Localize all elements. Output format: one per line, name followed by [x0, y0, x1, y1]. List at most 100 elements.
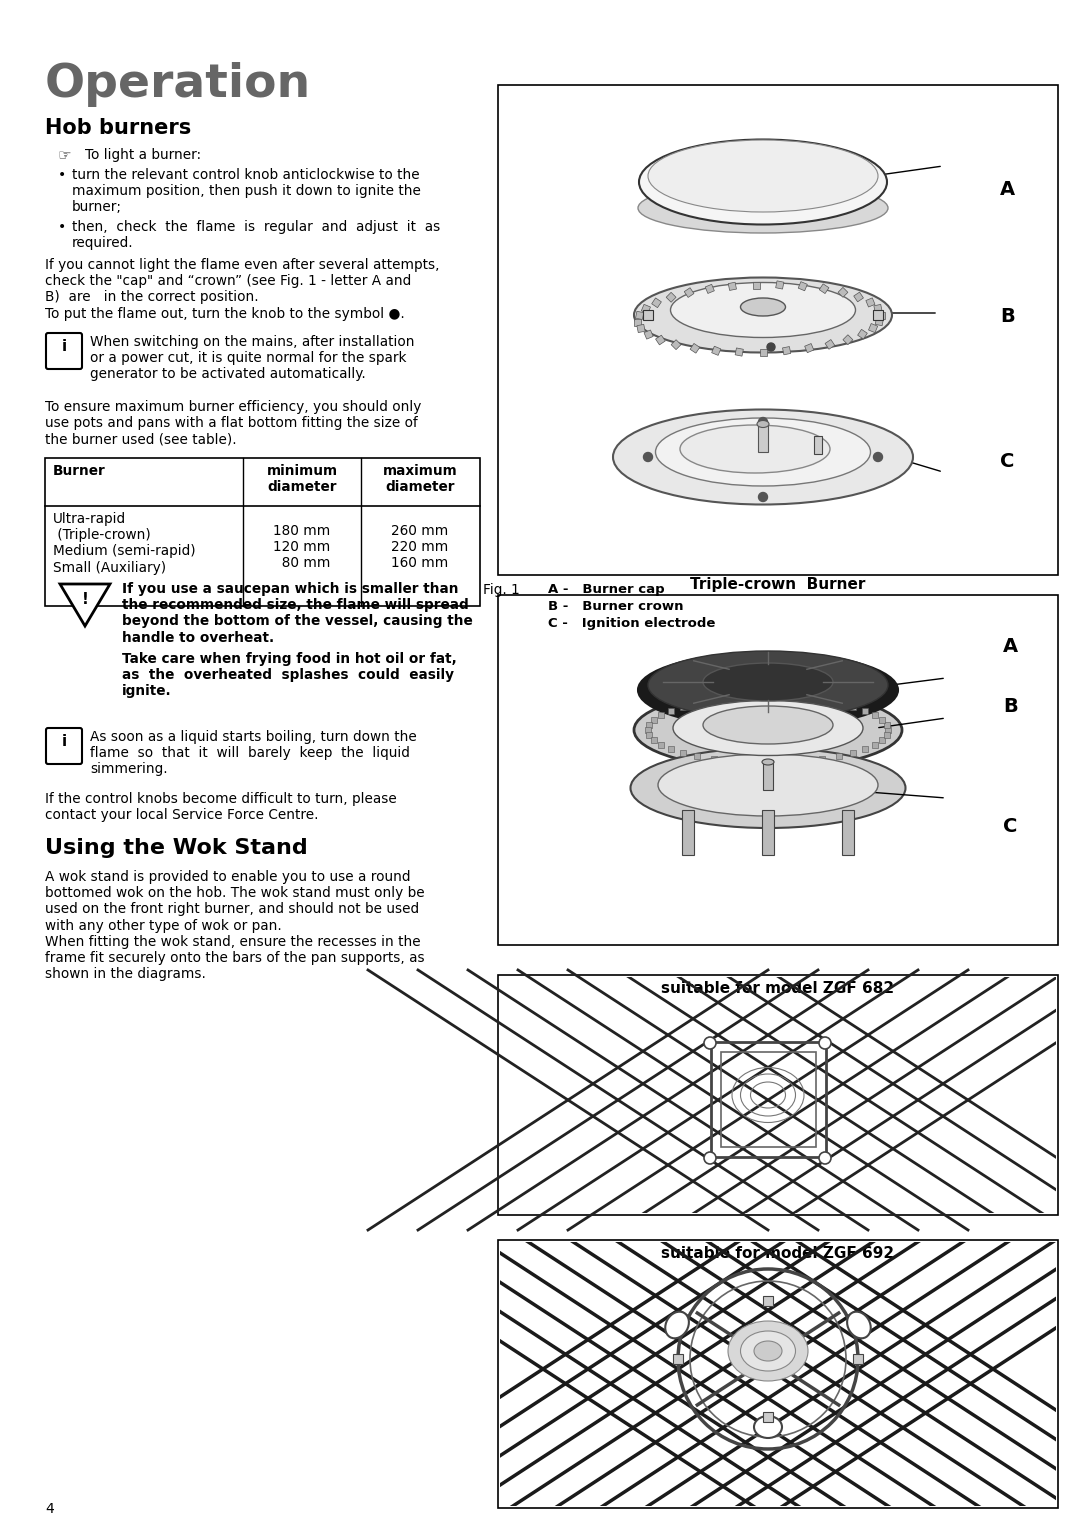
- Ellipse shape: [728, 1322, 808, 1381]
- Bar: [759, 348, 767, 356]
- Bar: [711, 1042, 826, 1157]
- Text: To light a burner:: To light a burner:: [85, 148, 201, 162]
- Bar: [762, 759, 773, 790]
- Bar: [872, 712, 878, 718]
- Ellipse shape: [631, 749, 905, 828]
- Ellipse shape: [762, 759, 774, 766]
- Text: When switching on the mains, after installation
or a power cut, it is quite norm: When switching on the mains, after insta…: [90, 335, 415, 382]
- Bar: [728, 697, 734, 703]
- Bar: [853, 292, 863, 303]
- Ellipse shape: [703, 706, 833, 744]
- Bar: [885, 727, 891, 733]
- Bar: [765, 695, 771, 701]
- Text: Fig. 1: Fig. 1: [483, 584, 519, 597]
- Circle shape: [704, 1038, 716, 1050]
- Bar: [651, 298, 661, 307]
- Bar: [680, 704, 686, 711]
- Bar: [877, 312, 885, 318]
- Bar: [850, 704, 855, 711]
- Bar: [746, 758, 753, 764]
- Text: B: B: [1000, 307, 1015, 325]
- Bar: [711, 698, 716, 704]
- Bar: [762, 1412, 773, 1423]
- Bar: [798, 281, 808, 290]
- Bar: [762, 810, 774, 856]
- Bar: [735, 348, 743, 356]
- Bar: [658, 741, 664, 747]
- Bar: [814, 435, 822, 454]
- Ellipse shape: [673, 700, 863, 755]
- Bar: [673, 1354, 683, 1365]
- Bar: [820, 755, 825, 761]
- Bar: [874, 304, 882, 313]
- Ellipse shape: [741, 298, 785, 316]
- Text: Operation: Operation: [45, 63, 311, 107]
- Bar: [842, 335, 853, 345]
- Circle shape: [767, 342, 775, 351]
- Ellipse shape: [754, 1342, 782, 1361]
- Bar: [862, 746, 868, 752]
- Text: maximum
diameter: maximum diameter: [382, 465, 457, 494]
- Ellipse shape: [613, 410, 913, 504]
- Bar: [651, 717, 657, 723]
- Bar: [802, 697, 808, 703]
- Text: •: •: [58, 220, 66, 234]
- Bar: [667, 707, 674, 714]
- Text: Hob burners: Hob burners: [45, 118, 191, 138]
- Text: C -   Ignition electrode: C - Ignition electrode: [548, 617, 715, 630]
- Bar: [868, 324, 878, 333]
- Ellipse shape: [634, 691, 902, 769]
- Bar: [784, 758, 789, 764]
- Ellipse shape: [638, 183, 888, 232]
- Bar: [642, 304, 650, 313]
- Ellipse shape: [680, 425, 831, 474]
- Bar: [783, 347, 791, 354]
- Text: As soon as a liquid starts boiling, turn down the
flame  so  that  it  will  bar: As soon as a liquid starts boiling, turn…: [90, 730, 417, 776]
- Text: C: C: [1003, 817, 1017, 836]
- Text: If you cannot light the flame even after several attempts,
check the "cap" and “: If you cannot light the flame even after…: [45, 258, 440, 321]
- Text: Take care when frying food in hot oil or fat,
as  the  overheated  splashes  cou: Take care when frying food in hot oil or…: [122, 652, 457, 698]
- Bar: [784, 695, 789, 701]
- Ellipse shape: [757, 420, 769, 428]
- Circle shape: [819, 1038, 831, 1050]
- Bar: [866, 298, 875, 307]
- Bar: [850, 750, 855, 756]
- Bar: [656, 335, 665, 345]
- Bar: [775, 281, 784, 289]
- Bar: [647, 732, 652, 738]
- Bar: [858, 330, 867, 339]
- Circle shape: [644, 452, 652, 461]
- Bar: [820, 698, 825, 704]
- Bar: [825, 339, 835, 350]
- Bar: [746, 695, 753, 701]
- Text: i: i: [62, 339, 67, 354]
- Bar: [842, 810, 854, 856]
- Bar: [645, 727, 651, 733]
- Bar: [728, 758, 734, 764]
- Text: A -   Burner cap: A - Burner cap: [548, 584, 664, 596]
- Bar: [498, 975, 1058, 1215]
- Circle shape: [819, 1152, 831, 1164]
- Text: suitable for model ZGF 692: suitable for model ZGF 692: [661, 1245, 894, 1261]
- Bar: [712, 347, 720, 356]
- Bar: [667, 746, 674, 752]
- Text: •: •: [58, 168, 66, 182]
- Bar: [820, 284, 829, 293]
- Circle shape: [758, 492, 768, 501]
- Ellipse shape: [634, 278, 892, 353]
- Text: A wok stand is provided to enable you to use a round
bottomed wok on the hob. Th: A wok stand is provided to enable you to…: [45, 869, 424, 981]
- Ellipse shape: [656, 419, 870, 486]
- Text: Triple-crown  Burner: Triple-crown Burner: [690, 578, 866, 591]
- Bar: [666, 292, 676, 303]
- Bar: [45, 458, 480, 607]
- Bar: [838, 287, 848, 298]
- Bar: [883, 723, 890, 727]
- Bar: [872, 741, 878, 747]
- Text: Burner: Burner: [53, 465, 106, 478]
- Bar: [805, 344, 814, 353]
- Bar: [836, 753, 841, 759]
- Bar: [879, 736, 886, 743]
- Text: minimum
diameter: minimum diameter: [267, 465, 338, 494]
- Bar: [498, 1241, 1058, 1508]
- Bar: [883, 732, 890, 738]
